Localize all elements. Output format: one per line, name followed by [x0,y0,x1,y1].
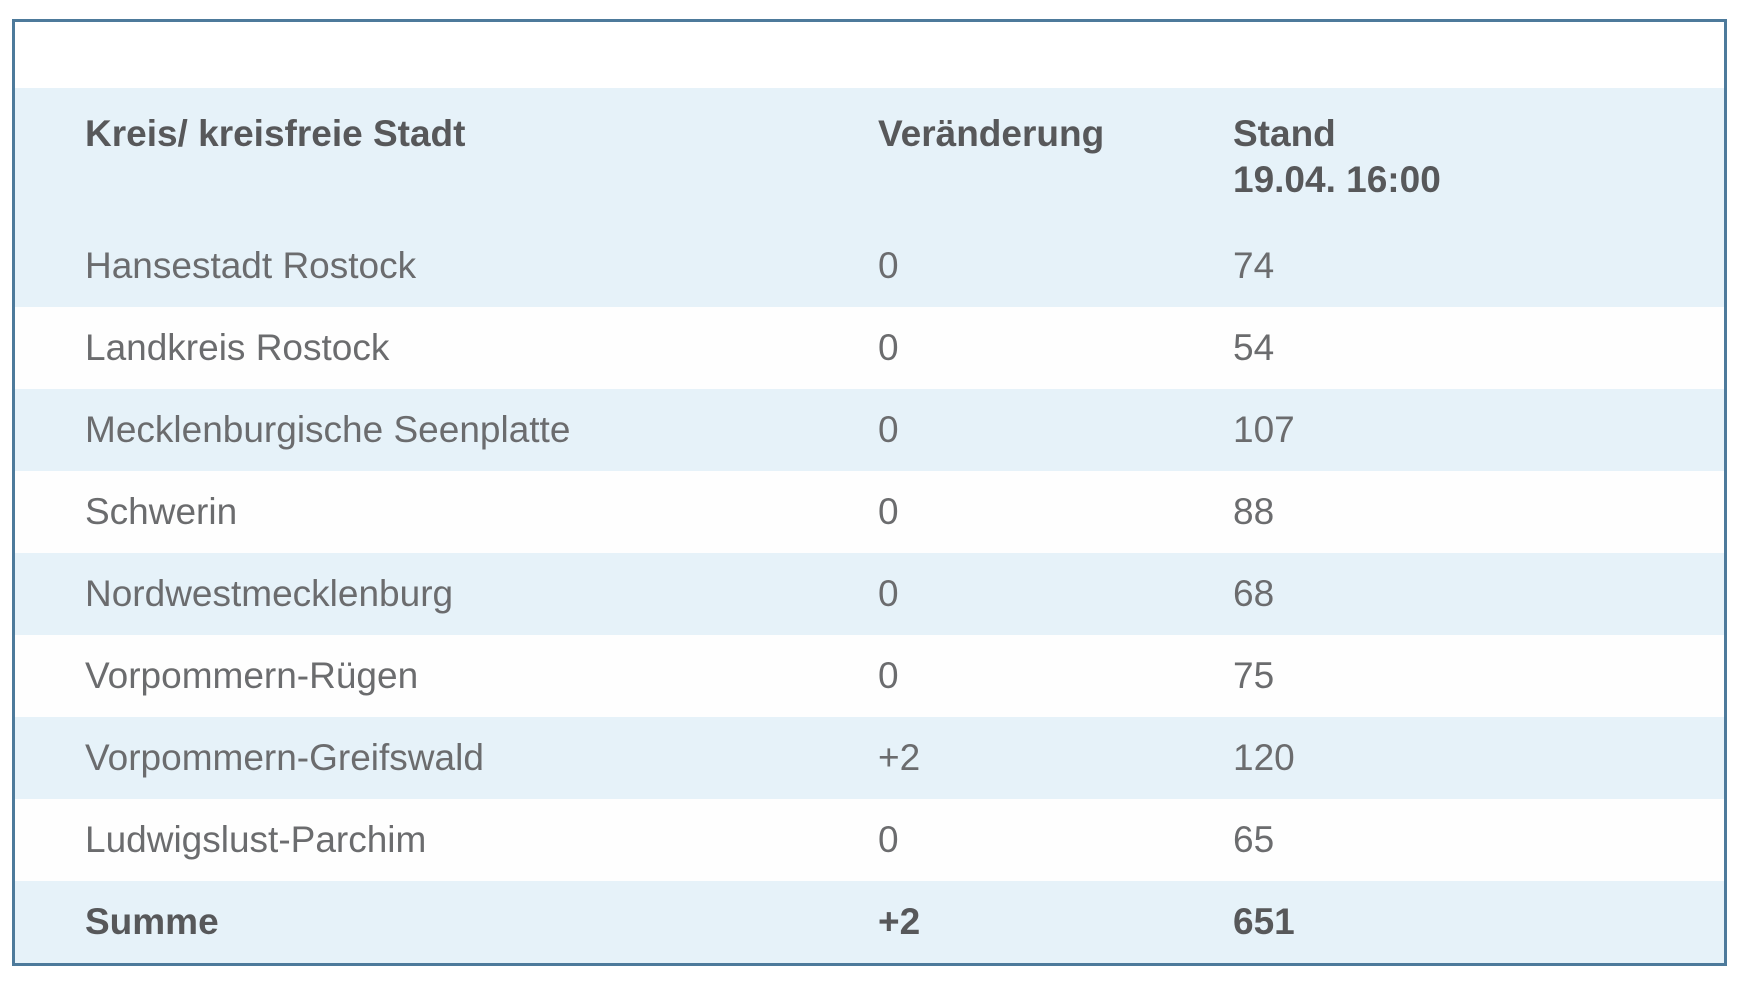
cell-kreis: Nordwestmecklenburg [85,573,454,614]
cell-veraenderung: 0 [878,245,899,286]
cell-kreis: Mecklenburgische Seenplatte [85,409,571,450]
header-row-line2: 19.04. 16:00 [15,157,1724,225]
summary-label: Summe [85,901,219,942]
col-header-kreis-blank [15,157,878,225]
cell-empty [1578,389,1724,471]
cell-stand: 68 [1233,573,1275,614]
cell-kreis: Schwerin [85,491,238,532]
col-header-stand: Stand [1233,113,1336,154]
header-row-line1: Kreis/ kreisfreie Stadt Veränderung Stan… [15,88,1724,157]
cell-stand: 107 [1233,409,1295,450]
cell-veraenderung: 0 [878,409,899,450]
col-header-veraenderung: Veränderung [878,113,1105,154]
cell-veraenderung: 0 [878,327,899,368]
cell-veraenderung: 0 [878,573,899,614]
header-white-notch-cell [1578,157,1724,225]
cell-stand: 74 [1233,245,1275,286]
cell-kreis: Hansestadt Rostock [85,245,417,286]
table-row: Landkreis Rostock 0 54 [15,307,1724,389]
cell-empty [1578,799,1724,881]
summary-row: Summe +2 651 [15,881,1724,963]
cell-kreis: Ludwigslust-Parchim [85,819,427,860]
cell-veraenderung: 0 [878,491,899,532]
cell-empty [1578,307,1724,389]
cell-empty [1578,553,1724,635]
table-row: Mecklenburgische Seenplatte 0 107 [15,389,1724,471]
cell-stand: 120 [1233,737,1295,778]
summary-empty-cell [1578,881,1724,963]
col-header-spacer [1578,88,1724,157]
table-body: Hansestadt Rostock 0 74 Landkreis Rostock 0 5… [15,225,1724,881]
table-row: Nordwestmecklenburg 0 68 [15,553,1724,635]
cell-kreis: Vorpommern-Greifswald [85,737,484,778]
table-row: Vorpommern-Greifswald +2 120 [15,717,1724,799]
cell-empty [1578,717,1724,799]
cell-stand: 75 [1233,655,1275,696]
cell-stand: 65 [1233,819,1275,860]
cell-kreis: Landkreis Rostock [85,327,390,368]
cell-veraenderung: +2 [878,737,921,778]
summary-stand: 651 [1233,901,1295,942]
table-row: Hansestadt Rostock 0 74 [15,225,1724,307]
cell-stand: 88 [1233,491,1275,532]
cell-kreis: Vorpommern-Rügen [85,655,419,696]
cell-veraenderung: 0 [878,655,899,696]
top-spacer [15,22,1724,88]
cell-empty [1578,635,1724,717]
cell-veraenderung: 0 [878,819,899,860]
cell-empty [1578,225,1724,307]
table-row: Schwerin 0 88 [15,471,1724,553]
col-header-stand-date: 19.04. 16:00 [1233,159,1441,200]
table-row: Vorpommern-Rügen 0 75 [15,635,1724,717]
kreis-case-table: Kreis/ kreisfreie Stadt Veränderung Stan… [15,88,1724,963]
table-frame: Kreis/ kreisfreie Stadt Veränderung Stan… [12,19,1727,966]
summary-change: +2 [878,901,921,942]
col-header-kreis: Kreis/ kreisfreie Stadt [85,113,466,154]
table-row: Ludwigslust-Parchim 0 65 [15,799,1724,881]
cell-stand: 54 [1233,327,1275,368]
cell-empty [1578,471,1724,553]
col-header-veraenderung-blank [878,157,1233,225]
